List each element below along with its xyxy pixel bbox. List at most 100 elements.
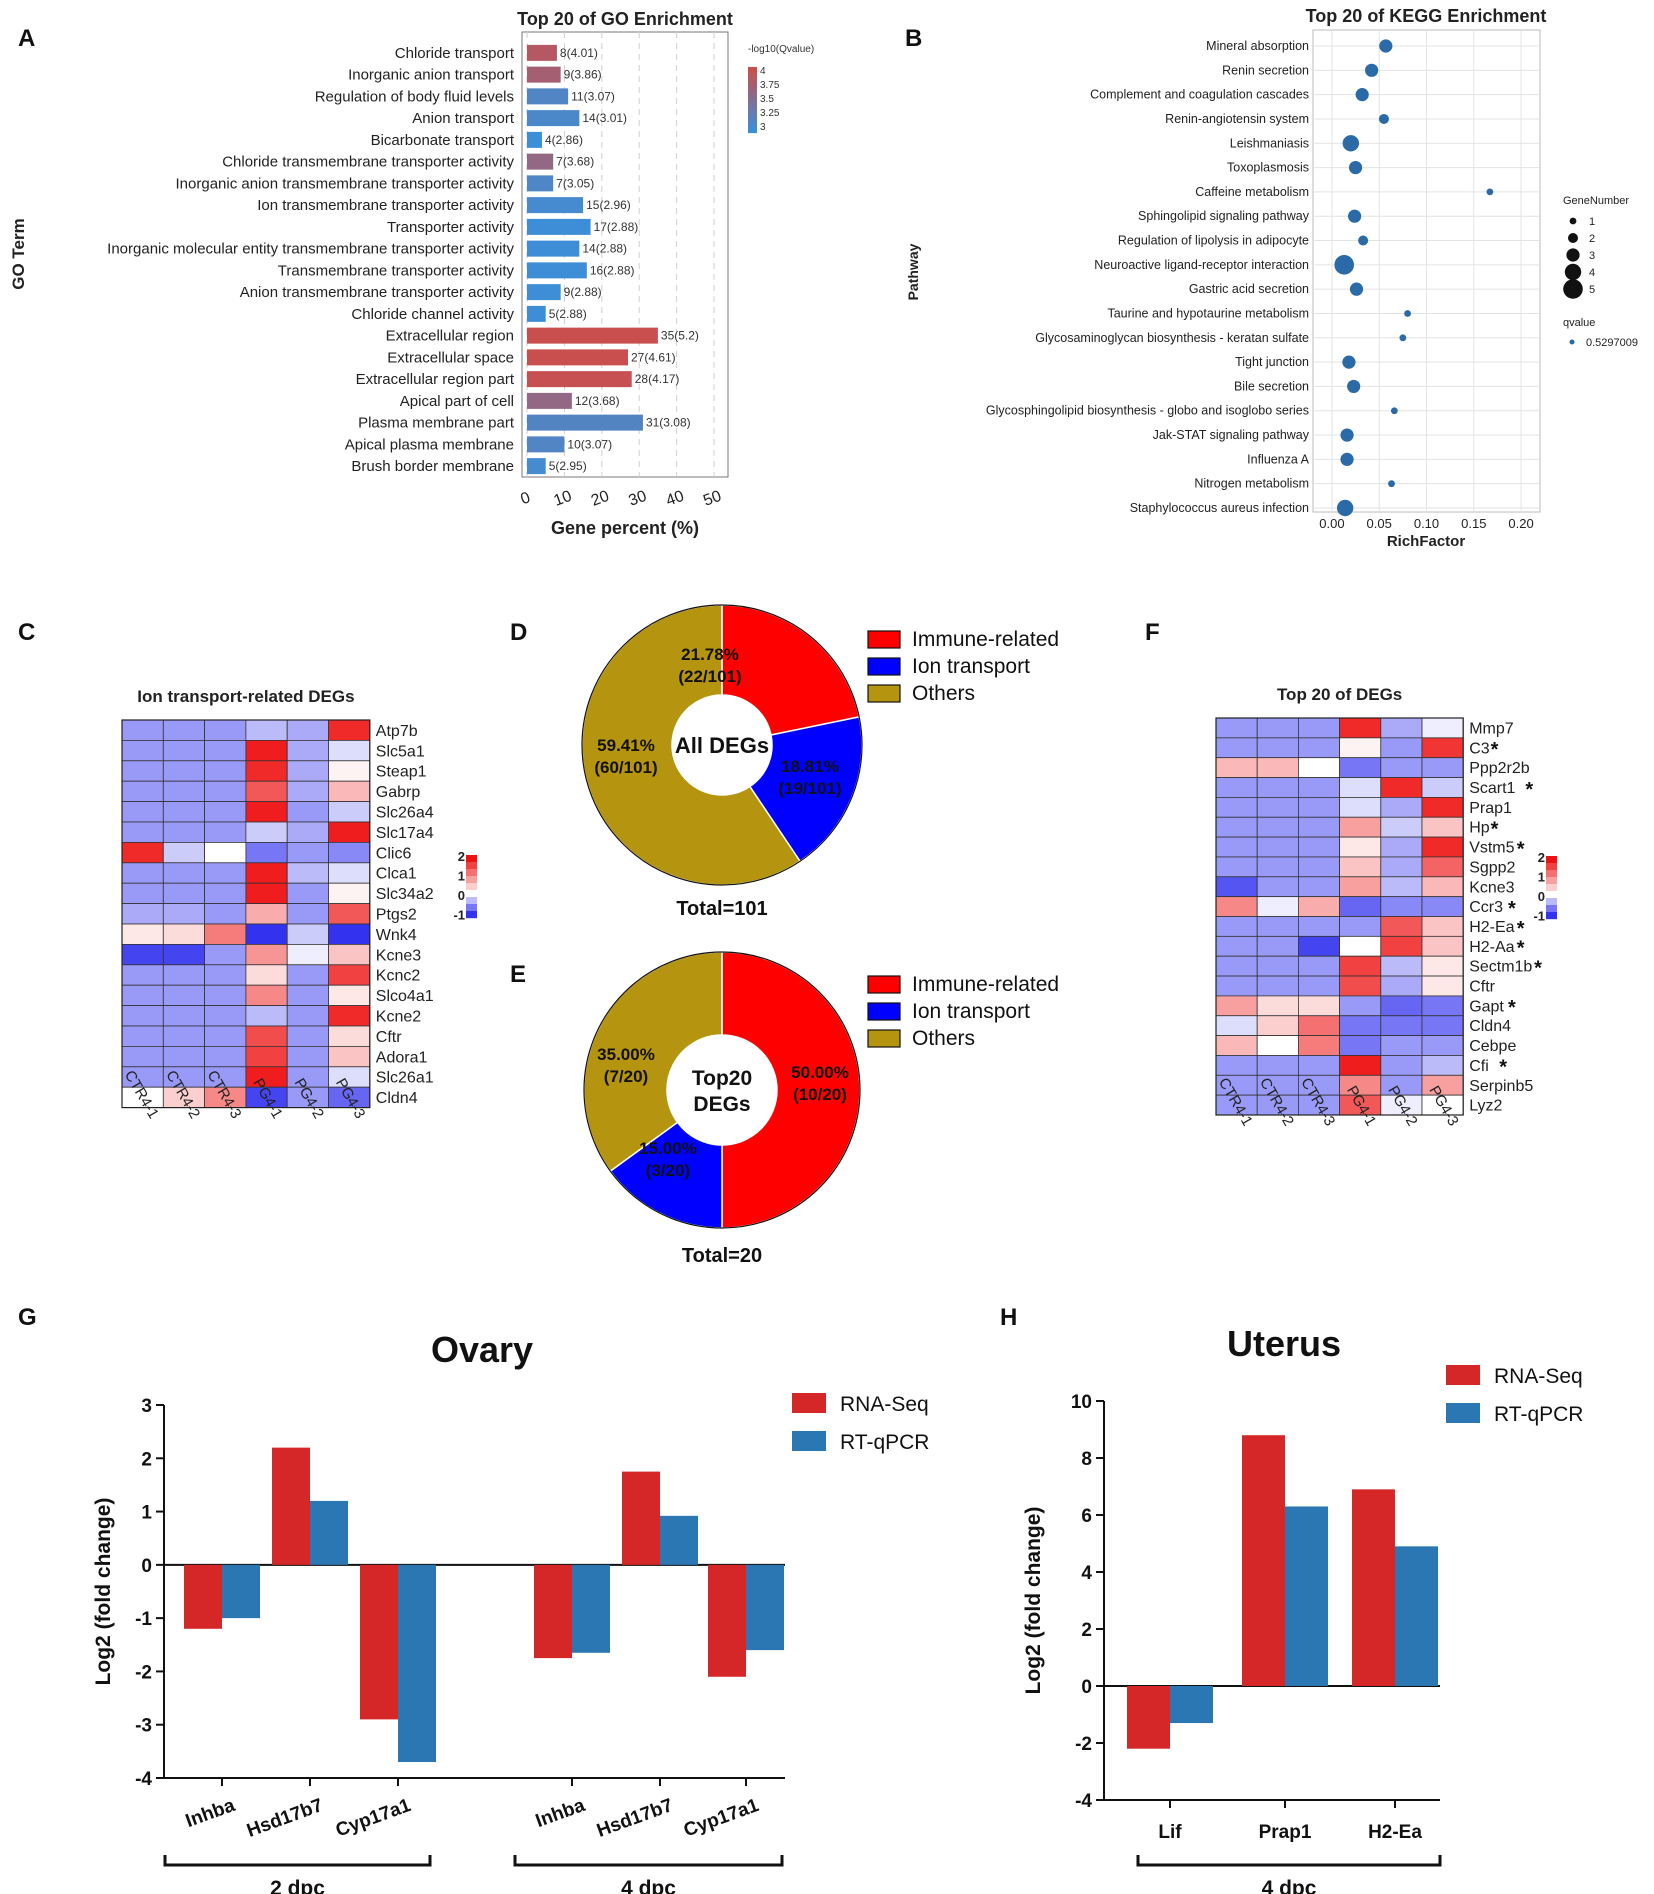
heat-cell <box>1298 856 1341 878</box>
scale-tick: 0 <box>1538 889 1545 904</box>
bar-value-label: 4(2.86) <box>545 133 583 147</box>
bar-rna-seq <box>622 1471 660 1565</box>
heat-cell <box>162 760 206 782</box>
x-tick-label: 10 <box>552 488 575 510</box>
pathway-label: Regulation of lipolysis in adipocyte <box>1118 234 1309 248</box>
category-label: Hsd17b7 <box>244 1795 326 1842</box>
bar-rt-qpcr <box>1395 1546 1438 1686</box>
significance-star: * <box>1491 819 1499 841</box>
heat-cell <box>162 964 206 986</box>
heat-cell <box>1215 1055 1258 1076</box>
heat-cell <box>328 944 371 966</box>
bar <box>527 110 580 127</box>
pathway-label: Complement and coagulation cascades <box>1090 88 1309 102</box>
pathway-label: Toxoplasmosis <box>1227 161 1309 175</box>
legend-swatch <box>1446 1403 1480 1423</box>
slice-count-label: (19/101) <box>778 779 841 798</box>
bar-rna-seq <box>184 1564 222 1629</box>
heat-cell <box>1339 717 1382 739</box>
bar <box>527 153 554 170</box>
category-label: Apical part of cell <box>400 393 514 410</box>
heat-cell <box>245 903 288 925</box>
heat-cell <box>121 780 164 803</box>
row-label: Adora1 <box>376 1049 428 1066</box>
category-label: Inorganic molecular entity transmembrane… <box>107 241 514 258</box>
row-label: Cldn4 <box>376 1090 418 1107</box>
donut-total: Total=20 <box>682 1245 762 1267</box>
legend-swatch <box>748 122 757 128</box>
bar <box>527 371 632 388</box>
bar-value-label: 7(3.68) <box>556 155 594 169</box>
heat-cell <box>328 1005 371 1027</box>
heat-cell <box>1339 816 1382 838</box>
bar <box>527 240 580 257</box>
row-label: Atp7b <box>376 723 418 740</box>
row-label: Kcne3 <box>376 947 421 964</box>
x-tick-label: 20 <box>589 488 612 510</box>
heat-cell <box>1256 876 1299 898</box>
heat-cell <box>1339 995 1382 1017</box>
bar-rt-qpcr <box>398 1564 436 1763</box>
significance-star: * <box>1525 779 1533 801</box>
heat-cell <box>121 760 164 782</box>
legend-tick: 3 <box>760 122 766 133</box>
heat-cell <box>121 944 164 966</box>
heat-cell <box>245 862 288 884</box>
scale-tick: 0 <box>458 888 465 903</box>
row-label: Ppp2r2b <box>1469 760 1530 777</box>
scale-swatch <box>1546 884 1557 892</box>
bar-rt-qpcr <box>310 1500 348 1565</box>
row-label: Hp <box>1469 820 1490 837</box>
panel-letters: A B C D E F G H <box>18 25 1160 1331</box>
heat-cell <box>286 1025 329 1047</box>
heat-cell <box>121 984 164 1007</box>
bar-value-label: 28(4.17) <box>635 372 680 386</box>
legend-swatch <box>792 1393 826 1413</box>
pathway-label: Sphingolipid signaling pathway <box>1138 209 1310 223</box>
heat-cell <box>1256 737 1299 759</box>
heat-cell <box>121 882 164 905</box>
bar-value-label: 17(2.88) <box>594 220 639 234</box>
heat-cell <box>204 801 247 823</box>
legend-title: -log10(Qvalue) <box>748 44 814 55</box>
dot <box>1378 113 1389 124</box>
row-label: Steap1 <box>376 764 427 781</box>
dot <box>1486 188 1494 196</box>
heatmap-title: Ion transport-related DEGs <box>137 687 354 706</box>
heat-cell <box>1380 816 1423 838</box>
legend-label: Immune-related <box>912 973 1059 996</box>
heat-cell <box>1298 836 1341 858</box>
dot <box>1340 428 1354 442</box>
dot <box>1399 334 1407 342</box>
heat-cell <box>1421 935 1464 957</box>
category-label: Inorganic anion transmembrane transporte… <box>176 175 515 192</box>
legend-tick: 3.5 <box>760 94 774 105</box>
scale-tick: -1 <box>1533 909 1545 924</box>
legend-swatch <box>1446 1365 1480 1385</box>
category-label: Regulation of body fluid levels <box>315 88 514 105</box>
row-label: Cftr <box>1469 979 1495 996</box>
heat-cell <box>1380 717 1423 739</box>
bar-value-label: 8(4.01) <box>560 46 598 60</box>
heat-cell <box>1421 896 1464 917</box>
heat-cell <box>1298 955 1341 977</box>
legend-tick: 4 <box>760 66 766 77</box>
row-label: Serpinb5 <box>1469 1078 1533 1095</box>
category-label: H2-Ea <box>1368 1822 1422 1843</box>
pathway-label: Glycosphingolipid biosynthesis - globo a… <box>986 404 1309 418</box>
heat-cell <box>245 964 288 986</box>
heat-cell <box>1298 896 1341 917</box>
heat-cell <box>1215 856 1258 878</box>
heat-cell <box>121 1046 164 1068</box>
legend-dot <box>1564 263 1582 281</box>
heat-cell <box>1380 1035 1423 1056</box>
pathway-label: Neuroactive ligand-receptor interaction <box>1094 258 1309 272</box>
heat-cell <box>1298 1015 1341 1037</box>
bar <box>527 284 561 301</box>
bar-rt-qpcr <box>746 1564 784 1651</box>
donut-outline <box>583 951 861 1229</box>
panel-c-ion-heatmap: Ion transport-related DEGs Atp7b Slc5a1 Ste… <box>121 687 477 1122</box>
significance-star: * <box>1508 898 1516 920</box>
heat-cell <box>1215 836 1258 858</box>
